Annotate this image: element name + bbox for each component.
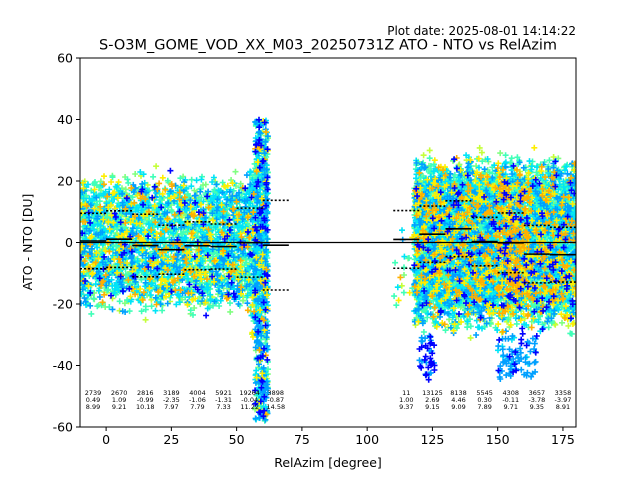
bin-std-label: 9.71 (503, 403, 517, 411)
bin-count-label: 3657 (529, 389, 546, 397)
bin-mean-label: -3.78 (528, 396, 545, 404)
y-tick-label: -20 (53, 297, 73, 312)
bin-mean-label: -0.11 (502, 396, 519, 404)
bin-mean-label: -0.87 (267, 396, 284, 404)
bin-std-label: 9.15 (425, 403, 439, 411)
bin-count-label: 4004 (189, 389, 206, 397)
bin-std-label: 9.35 (530, 403, 544, 411)
bin-mean-label: -1.06 (189, 396, 206, 404)
x-tick-label: 175 (551, 432, 575, 447)
data-points (80, 116, 576, 424)
bin-mean-label: -0.99 (137, 396, 154, 404)
bin-count-label: 19264 (239, 389, 260, 397)
bin-std-label: 7.97 (164, 403, 178, 411)
x-tick-label: 25 (163, 432, 179, 447)
bin-mean-label: 0.49 (86, 396, 100, 404)
bin-std-label: 7.79 (190, 403, 204, 411)
x-axis: 0 25 50 75 100 125 150 175 (102, 427, 575, 447)
x-tick-label: 75 (294, 432, 310, 447)
plot-date: Plot date: 2025-08-01 14:14:22 (387, 24, 576, 38)
bin-count-label: 3358 (555, 389, 572, 397)
x-axis-label: RelAzim [degree] (274, 455, 382, 470)
x-tick-label: 50 (229, 432, 245, 447)
bin-mean-label: -2.35 (163, 396, 180, 404)
bin-std-label: 9.09 (451, 403, 465, 411)
bin-count-label: 5921 (215, 389, 232, 397)
y-tick-label: -60 (53, 420, 73, 435)
y-tick-label: 40 (57, 112, 73, 127)
bin-mean-label: 0.30 (477, 396, 491, 404)
bin-count-label: 5545 (476, 389, 493, 397)
bin-count-label: 11 (402, 389, 410, 397)
bin-mean-label: 4.46 (451, 396, 465, 404)
bin-std-label: 7.33 (216, 403, 230, 411)
bin-mean-label: -3.97 (555, 396, 572, 404)
bin-count-label: 2739 (85, 389, 102, 397)
x-tick-label: 100 (355, 432, 379, 447)
bin-std-label: 10.18 (136, 403, 155, 411)
y-tick-label: -40 (53, 358, 73, 373)
y-axis-label: ATO - NTO [DU] (20, 194, 35, 291)
chart-title: S-O3M_GOME_VOD_XX_M03_20250731Z ATO - NT… (99, 38, 557, 54)
bin-std-label: 9.37 (399, 403, 413, 411)
bin-mean-label: -0.04 (241, 396, 258, 404)
bin-mean-label: -1.31 (215, 396, 232, 404)
bin-count-label: 8138 (450, 389, 467, 397)
marker-group-7 (80, 116, 576, 420)
y-tick-label: 20 (57, 174, 73, 189)
y-axis: -60 -40 -20 0 20 40 60 (53, 51, 80, 435)
bin-count-label: 3189 (163, 389, 180, 397)
bin-std-label: 11.22 (240, 403, 259, 411)
bin-mean-label: 1.09 (112, 396, 126, 404)
bin-count-label: 2670 (111, 389, 128, 397)
bin-count-label: 3898 (268, 389, 285, 397)
bin-count-label: 4308 (502, 389, 519, 397)
bin-mean-label: 2.69 (425, 396, 439, 404)
x-tick-label: 125 (420, 432, 444, 447)
bin-mean-label: 1.00 (399, 396, 413, 404)
x-tick-label: 150 (486, 432, 510, 447)
bin-count-label: 2816 (137, 389, 154, 397)
bin-std-label: 8.91 (556, 403, 570, 411)
bin-std-label: 7.89 (477, 403, 491, 411)
y-tick-label: 0 (65, 235, 73, 250)
x-tick-label: 0 (102, 432, 110, 447)
y-tick-label: 60 (57, 51, 73, 66)
bin-statistics-lines (80, 199, 576, 291)
bin-std-label: 9.21 (112, 403, 126, 411)
bin-std-label: 8.99 (86, 403, 100, 411)
bin-count-label: 13125 (422, 389, 443, 397)
bin-std-label: 14.58 (266, 403, 285, 411)
